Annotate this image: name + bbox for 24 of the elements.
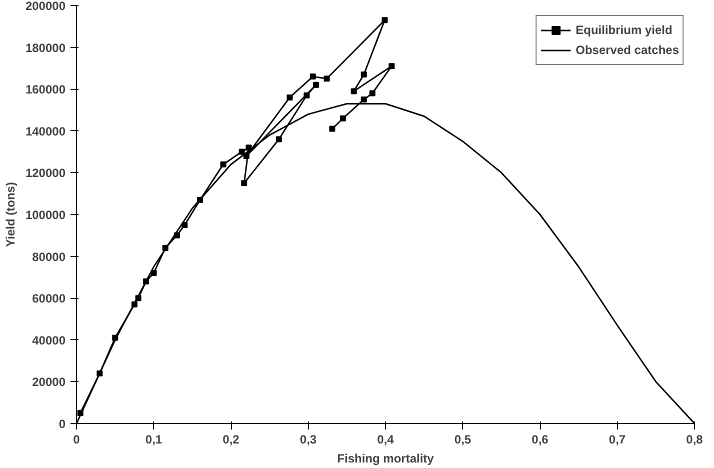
y-tick-label: 200000 xyxy=(25,0,66,13)
x-tick-label: 0,3 xyxy=(300,432,317,446)
y-tick-label: 180000 xyxy=(25,40,66,55)
y-tick-label: 40000 xyxy=(32,333,66,348)
x-axis-title: Fishing mortality xyxy=(337,452,434,466)
y-tick-label: 120000 xyxy=(25,166,66,180)
y-tick-label: 140000 xyxy=(25,124,66,138)
x-tick-label: 0,1 xyxy=(145,432,162,446)
y-tick-label: 20000 xyxy=(32,375,66,390)
x-tick-label: 0,8 xyxy=(686,432,704,446)
legend-label: Equilibrium yield xyxy=(576,23,672,37)
y-tick-label: 60000 xyxy=(32,292,66,306)
y-tick-label: 160000 xyxy=(25,82,66,97)
x-tick-label: 0,6 xyxy=(532,432,549,446)
y-axis-title: Yield (tons) xyxy=(3,182,18,247)
y-tick-label: 0 xyxy=(58,417,66,431)
y-tick-label: 100000 xyxy=(25,208,66,222)
legend-label: Observed catches xyxy=(576,43,679,57)
x-tick-label: 0,5 xyxy=(454,432,472,446)
x-tick-label: 0,2 xyxy=(222,432,240,446)
x-tick-label: 0,4 xyxy=(377,432,394,446)
x-tick-label: 0 xyxy=(73,432,80,446)
x-tick-label: 0,7 xyxy=(608,432,626,446)
y-tick-label: 80000 xyxy=(32,250,66,264)
